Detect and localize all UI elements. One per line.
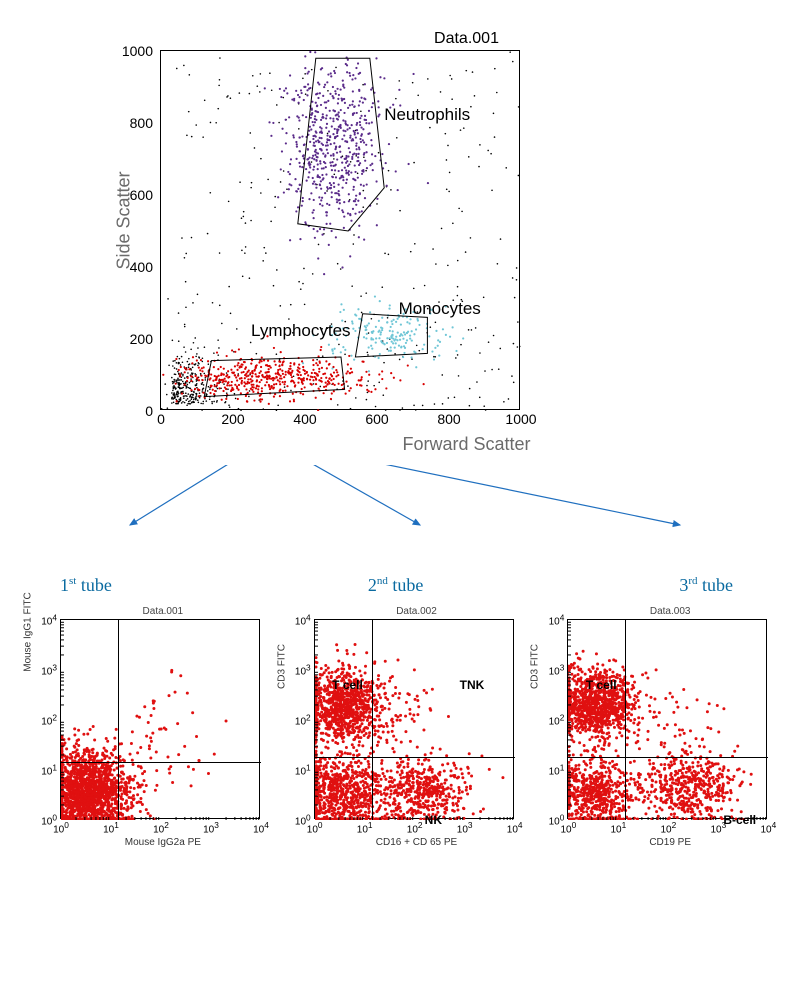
- subplot-xtick: 101: [357, 818, 373, 835]
- quadrant-label-b-cell: B-cell: [723, 813, 756, 827]
- arrows-svg: [20, 465, 793, 545]
- main-scatter-container: Data.001 02004006008001000 0200400600800…: [160, 30, 773, 455]
- subplot-ylabel: CD3 FITC: [276, 644, 287, 689]
- subplot-xtick: 104: [760, 818, 776, 835]
- main-x-axis-label: Forward Scatter: [160, 434, 773, 455]
- subplot-ytick: 100: [295, 812, 315, 827]
- main-ytick: 1000: [122, 43, 153, 59]
- main-xtick: 1000: [505, 411, 536, 427]
- subplot-xtick: 102: [660, 818, 676, 835]
- subplot-tube-2: Data.002100100101101102102103103104104T …: [274, 606, 520, 848]
- subplot-ytick: 100: [549, 812, 569, 827]
- subplot-ytick: 101: [41, 762, 61, 777]
- subplot-area: 100100101101102102103103104104T cellTNKN…: [314, 619, 514, 819]
- subplot-area: 100100101101102102103103104104T cellB-ce…: [567, 619, 767, 819]
- subplot-ylabel: CD3 FITC: [530, 644, 541, 689]
- subplot-xtick: 102: [407, 818, 423, 835]
- subplot-ytick: 104: [41, 612, 61, 627]
- main-xtick: 0: [157, 411, 165, 427]
- main-xtick: 600: [365, 411, 388, 427]
- arrow-to-tube-3: [340, 465, 680, 525]
- subplot-ytick: 102: [41, 712, 61, 727]
- subplot-svg: [61, 620, 261, 820]
- subplot-xtick: 102: [153, 818, 169, 835]
- subplot-xlabel: CD19 PE: [567, 837, 773, 848]
- main-ytick: 800: [130, 115, 153, 131]
- main-y-axis-label: Side Scatter: [114, 171, 135, 269]
- quadrant-label-t-cell: T cell: [586, 678, 617, 692]
- subplot-title: Data.001: [60, 606, 266, 617]
- subplot-title: Data.003: [567, 606, 773, 617]
- subplot-ytick: 101: [549, 762, 569, 777]
- tube-label-3: 3rd tube: [679, 575, 733, 596]
- subplot-ytick: 104: [549, 612, 569, 627]
- arrows-container: [20, 485, 773, 545]
- subplot-ytick: 102: [295, 712, 315, 727]
- subplot-title: Data.002: [314, 606, 520, 617]
- quadrant-label-nk: NK: [425, 813, 442, 827]
- tube-labels-row: 1st tube 2nd tube 3rd tube: [60, 575, 733, 596]
- gate-label-lymphocytes: Lymphocytes: [251, 321, 351, 341]
- subplot-xtick: 101: [103, 818, 119, 835]
- subplot-ytick: 102: [549, 712, 569, 727]
- gate-label-monocytes: Monocytes: [399, 299, 481, 319]
- subplot-ytick: 100: [41, 812, 61, 827]
- quadrant-label-tnk: TNK: [460, 678, 485, 692]
- subplot-ytick: 103: [295, 662, 315, 677]
- subplot-ytick: 104: [295, 612, 315, 627]
- subplot-tube-1: Data.001 100100101101102102103103104104 Mo…: [20, 606, 266, 848]
- main-xtick: 400: [293, 411, 316, 427]
- tube-label-2: 2nd tube: [368, 575, 424, 596]
- subplots-row: Data.001100100101101102102103103104104Mo…: [20, 606, 773, 848]
- main-xtick: 800: [437, 411, 460, 427]
- subplot-ytick: 103: [41, 662, 61, 677]
- subplot-ytick: 101: [295, 762, 315, 777]
- main-x-ticks: 02004006008001000: [161, 409, 519, 429]
- main-xtick: 200: [221, 411, 244, 427]
- subplot-area: 100100101101102102103103104104: [60, 619, 260, 819]
- subplot-xtick: 104: [253, 818, 269, 835]
- subplot-xtick: 103: [457, 818, 473, 835]
- subplot-xtick: 101: [610, 818, 626, 835]
- subplot-tube-3: Data.003 100100101101102102103103104104T …: [527, 606, 773, 848]
- tube-label-1: 1st tube: [60, 575, 112, 596]
- main-scatter-title: Data.001: [160, 30, 773, 48]
- quadrant-label-t-cell: T cell: [332, 678, 363, 692]
- subplot-xlabel: Mouse IgG2a PE: [60, 837, 266, 848]
- main-ytick: 0: [145, 403, 153, 419]
- arrow-to-tube-1: [130, 465, 243, 525]
- main-scatter-plot-area: 02004006008001000 02004006008001000 Neut…: [160, 50, 520, 410]
- subplot-ylabel: Mouse IgG1 FITC: [23, 592, 34, 671]
- subplot-xtick: 103: [203, 818, 219, 835]
- subplot-ytick: 103: [549, 662, 569, 677]
- subplot-xtick: 104: [507, 818, 523, 835]
- gate-label-neutrophils: Neutrophils: [384, 105, 470, 125]
- subplot-xlabel: CD16 + CD 65 PE: [314, 837, 520, 848]
- main-ytick: 200: [130, 331, 153, 347]
- arrow-to-tube-2: [297, 465, 420, 525]
- subplot-svg: [568, 620, 768, 820]
- subplot-svg: [315, 620, 515, 820]
